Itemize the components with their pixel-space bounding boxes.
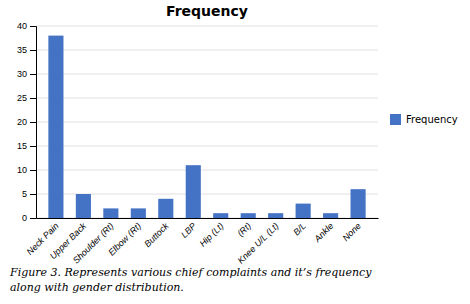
tick: 25	[17, 93, 36, 103]
tick-label: B/L	[291, 221, 308, 238]
tick-label: (Rt)	[235, 221, 253, 239]
bar	[186, 165, 201, 218]
tick: 20	[17, 117, 36, 127]
bar	[103, 208, 118, 218]
caption: Figure 3. Represents various chief compl…	[9, 266, 372, 279]
tick-mark	[30, 194, 36, 195]
grid-line	[36, 122, 378, 123]
tick: Ankle	[312, 221, 336, 245]
tick-mark	[30, 74, 36, 75]
tick-label: 25	[17, 93, 27, 103]
tick-label: 40	[17, 21, 27, 31]
tick: LBP	[179, 221, 198, 240]
bar	[323, 213, 338, 218]
x-axis: Neck PainUpper BackShoulder (Rt)Elbow (R…	[25, 219, 379, 266]
tick-mark	[30, 122, 36, 123]
tick: 30	[17, 69, 36, 79]
tick-label: None	[341, 221, 363, 243]
tick: Elbow (Rt)	[106, 221, 143, 258]
grid-line	[36, 98, 378, 99]
bar	[158, 199, 173, 218]
tick: 40	[17, 21, 36, 31]
tick: 15	[17, 141, 36, 151]
tick-label: Knee U/L (Lt)	[236, 221, 281, 266]
tick-mark	[30, 218, 36, 219]
grid-line	[36, 50, 378, 51]
tick-label: 35	[17, 45, 27, 55]
tick-label: 15	[17, 141, 27, 151]
tick: (Rt)	[235, 221, 253, 239]
axis-line	[30, 27, 37, 219]
chart: 0 5 10 15 20 25 30 35 40 Neck PainUpper BackShoul…	[0, 0, 470, 304]
tick-label: 10	[17, 165, 27, 175]
axis-line	[37, 218, 379, 219]
bar	[76, 194, 91, 218]
tick-mark	[30, 50, 36, 51]
tick-label: Hip (Lt)	[198, 221, 226, 249]
grid-line	[36, 170, 378, 171]
bar	[268, 213, 283, 218]
caption: along with gender distribution.	[10, 281, 184, 294]
plot: 0 5 10 15 20 25 30 35 40 Neck PainUpper BackShoul…	[17, 21, 379, 265]
tick-label: Elbow (Rt)	[106, 221, 143, 258]
tick-mark	[30, 26, 36, 27]
tick-label: 0	[22, 213, 27, 223]
bar	[296, 204, 311, 218]
bar	[351, 189, 366, 218]
tick-label: 5	[22, 189, 27, 199]
tick: Buttock	[142, 220, 171, 249]
legend-swatch	[390, 114, 401, 125]
tick-label: 30	[17, 69, 27, 79]
tick: Knee U/L (Lt)	[236, 221, 281, 266]
tick-mark	[30, 170, 36, 171]
tick: B/L	[291, 221, 308, 238]
tick: Hip (Lt)	[198, 221, 226, 249]
tick: None	[341, 221, 363, 243]
grid-line	[36, 26, 378, 27]
tick-label: LBP	[179, 221, 198, 240]
legend-item: Frequency	[390, 114, 458, 125]
title: Frequency	[166, 3, 248, 19]
tick: Shoulder (Rt)	[71, 221, 116, 266]
bar	[48, 36, 63, 218]
grid	[36, 26, 378, 218]
bar	[213, 213, 228, 218]
y-axis: 0 5 10 15 20 25 30 35 40	[17, 21, 37, 223]
tick-label: Shoulder (Rt)	[71, 221, 116, 266]
tick: 0	[22, 213, 36, 223]
tick-label: Buttock	[142, 220, 171, 249]
legend: Frequency	[390, 114, 458, 125]
tick-label: 20	[17, 117, 27, 127]
tick: 10	[17, 165, 36, 175]
tick-mark	[30, 98, 36, 99]
tick-mark	[30, 146, 36, 147]
bar	[131, 208, 146, 218]
tick: 35	[17, 45, 36, 55]
tick: 5	[22, 189, 36, 199]
tick-label: Ankle	[312, 221, 336, 245]
legend-label: Frequency	[406, 114, 458, 125]
grid-line	[36, 146, 378, 147]
grid-line	[36, 74, 378, 75]
bar	[241, 213, 256, 218]
marks	[48, 36, 365, 218]
